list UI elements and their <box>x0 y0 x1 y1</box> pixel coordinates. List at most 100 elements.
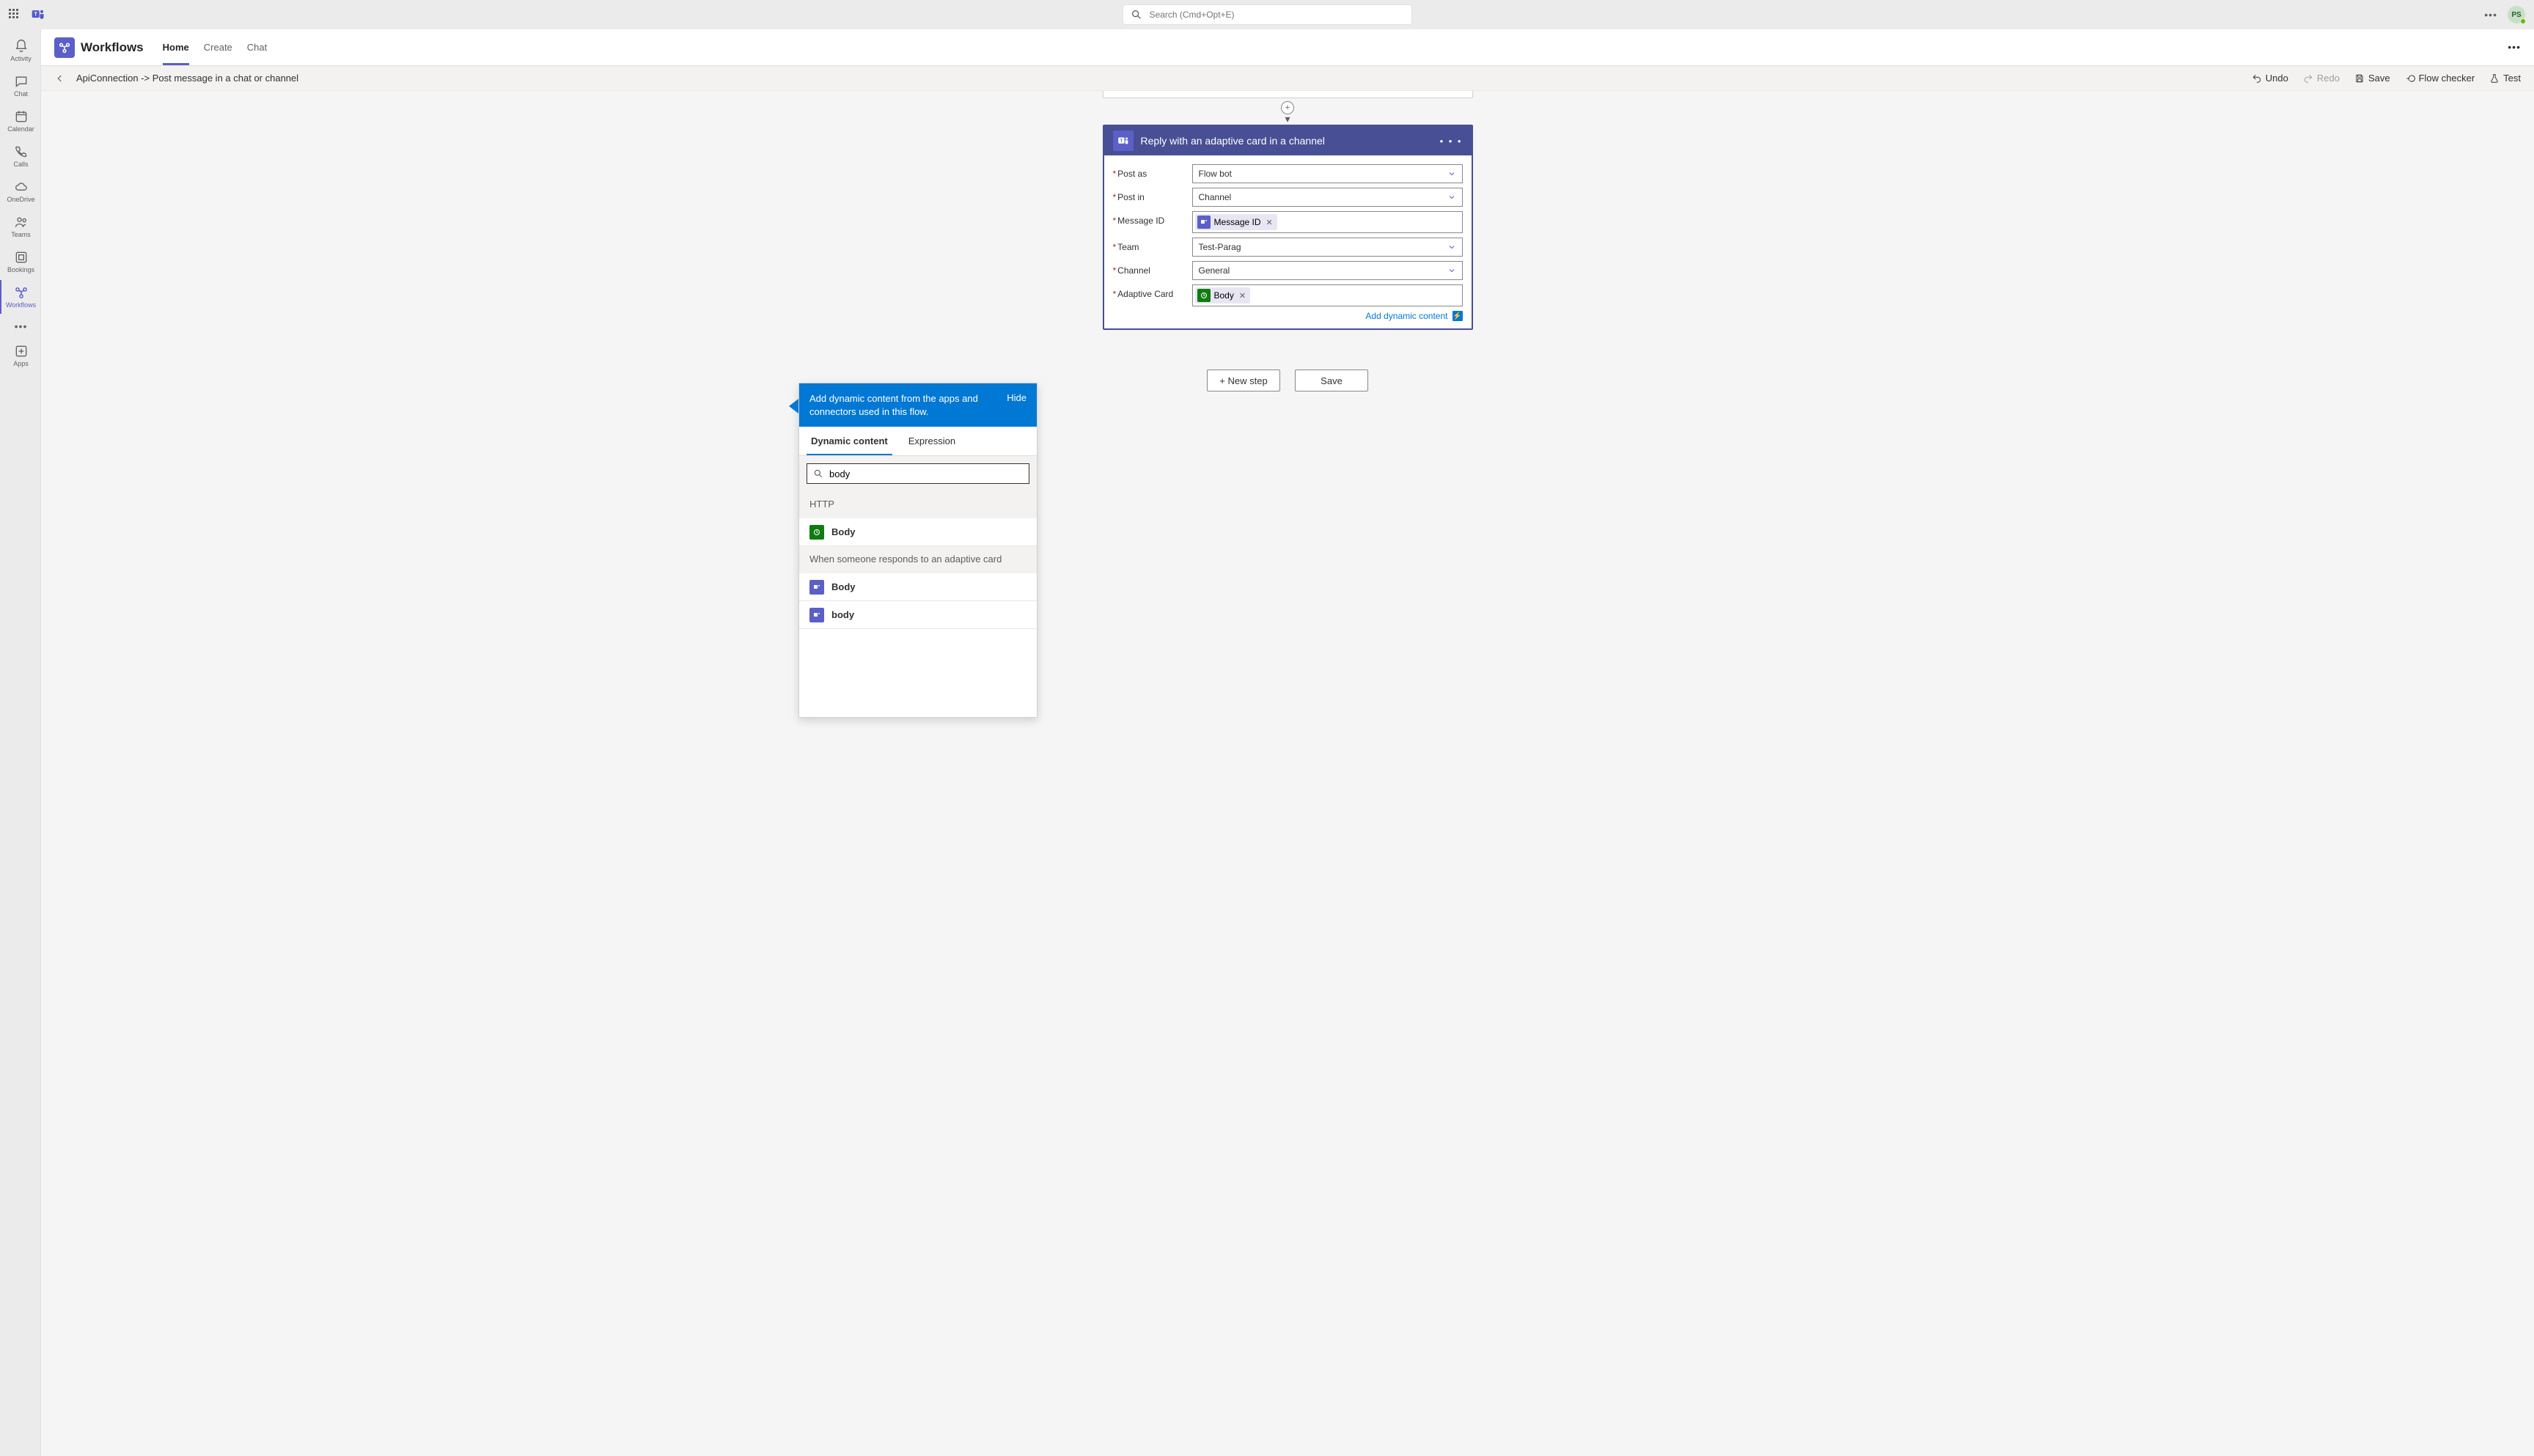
rail-calendar[interactable]: Calendar <box>0 104 41 138</box>
rail-more[interactable]: ••• <box>0 315 41 337</box>
save-button[interactable]: Save <box>2354 73 2390 84</box>
settings-ellipsis-icon[interactable]: ••• <box>2484 9 2497 21</box>
redo-icon <box>2303 73 2313 84</box>
panel-hide-button[interactable]: Hide <box>1007 392 1027 403</box>
label-adaptive-card: *Adaptive Card <box>1113 284 1192 299</box>
rail-activity[interactable]: Activity <box>0 34 41 67</box>
tab-create[interactable]: Create <box>204 29 232 65</box>
teams-icon <box>809 608 824 622</box>
rail-workflows[interactable]: Workflows <box>0 280 41 314</box>
token-remove-icon[interactable]: ✕ <box>1239 291 1246 301</box>
arrow-down-icon: ▾ <box>1285 116 1290 122</box>
label-team: *Team <box>1113 238 1192 252</box>
label-channel: *Channel <box>1113 261 1192 276</box>
add-dynamic-content-link[interactable]: Add dynamic content <box>1365 311 1447 321</box>
select-channel[interactable]: General <box>1192 261 1463 280</box>
select-post-in[interactable]: Channel <box>1192 188 1463 207</box>
top-bar: T ••• PS <box>0 0 2534 29</box>
bookings-icon <box>14 250 29 265</box>
teams-action-icon: T <box>1113 130 1134 151</box>
panel-header-text: Add dynamic content from the apps and co… <box>809 392 996 418</box>
flow-canvas[interactable]: + ▾ T Reply with an adaptive card in a c… <box>41 91 2534 1456</box>
workflows-icon <box>14 285 29 300</box>
chevron-down-icon <box>1447 169 1456 178</box>
svg-text:T: T <box>34 11 37 18</box>
app-rail: Activity Chat Calendar Calls OneDrive Te… <box>0 29 41 1456</box>
presence-available-icon <box>2520 18 2526 24</box>
http-icon <box>809 525 824 540</box>
search-box[interactable] <box>1123 4 1412 25</box>
panel-results: HTTP Body When someone responds to an ad… <box>799 491 1037 717</box>
back-button[interactable] <box>54 73 66 84</box>
rail-teams[interactable]: Teams <box>0 210 41 243</box>
new-step-button[interactable]: + New step <box>1207 369 1280 391</box>
dyn-item-http-body[interactable]: Body <box>799 518 1037 546</box>
panel-tab-expression[interactable]: Expression <box>904 427 960 455</box>
undo-icon <box>2252 73 2262 84</box>
rail-apps[interactable]: Apps <box>0 339 41 372</box>
avatar-initials: PS <box>2511 11 2521 19</box>
chevron-down-icon <box>1447 266 1456 275</box>
action-bar: ApiConnection -> Post message in a chat … <box>41 66 2534 91</box>
rail-chat[interactable]: Chat <box>0 69 41 103</box>
token-remove-icon[interactable]: ✕ <box>1266 218 1273 227</box>
teams-icon <box>14 215 29 229</box>
chat-icon <box>14 74 29 89</box>
dynamic-content-badge-icon[interactable]: ⚡ <box>1453 311 1463 321</box>
section-title: When someone responds to an adaptive car… <box>799 546 1037 573</box>
previous-step-stub[interactable] <box>1103 91 1473 98</box>
action-card: T Reply with an adaptive card in a chann… <box>1103 125 1473 330</box>
breadcrumb: ApiConnection -> Post message in a chat … <box>76 73 298 84</box>
flow-checker-button[interactable]: Flow checker <box>2405 73 2475 84</box>
dyn-item-adaptive-body-2[interactable]: body <box>799 601 1037 629</box>
panel-pointer-icon <box>789 399 798 413</box>
token-message-id[interactable]: Message ID ✕ <box>1195 214 1277 230</box>
search-icon <box>1131 9 1142 21</box>
checker-icon <box>2405 73 2415 84</box>
teams-logo-icon: T <box>31 7 45 22</box>
test-button[interactable]: Test <box>2489 73 2521 84</box>
save-flow-button[interactable]: Save <box>1295 369 1368 391</box>
search-input[interactable] <box>1150 10 1404 20</box>
input-message-id[interactable]: Message ID ✕ <box>1192 211 1463 233</box>
card-title: Reply with an adaptive card in a channel <box>1141 135 1433 147</box>
select-team[interactable]: Test-Parag <box>1192 238 1463 257</box>
section-title: HTTP <box>799 491 1037 518</box>
dyn-item-adaptive-body-1[interactable]: Body <box>799 573 1037 601</box>
step-connector: + ▾ <box>1281 101 1294 122</box>
tab-chat[interactable]: Chat <box>247 29 267 65</box>
tab-home[interactable]: Home <box>163 29 189 65</box>
calendar-icon <box>14 109 29 124</box>
content-area: Workflows Home Create Chat ••• ApiConnec… <box>41 29 2534 1456</box>
token-body[interactable]: Body ✕ <box>1195 287 1251 304</box>
panel-search[interactable] <box>807 463 1029 484</box>
user-avatar[interactable]: PS <box>2508 6 2525 23</box>
rail-calls[interactable]: Calls <box>0 139 41 173</box>
label-message-id: *Message ID <box>1113 211 1192 226</box>
save-icon <box>2354 73 2365 84</box>
flask-icon <box>2489 73 2500 84</box>
panel-search-input[interactable] <box>829 468 1023 479</box>
label-post-as: *Post as <box>1113 164 1192 179</box>
card-body: *Post as Flow bot *Post in <box>1104 155 1472 328</box>
select-post-as[interactable]: Flow bot <box>1192 164 1463 183</box>
header-more-icon[interactable]: ••• <box>2508 41 2521 53</box>
card-header[interactable]: T Reply with an adaptive card in a chann… <box>1104 126 1472 155</box>
undo-button[interactable]: Undo <box>2252 73 2288 84</box>
panel-tab-dynamic[interactable]: Dynamic content <box>807 427 892 455</box>
phone-icon <box>14 144 29 159</box>
rail-bookings[interactable]: Bookings <box>0 245 41 279</box>
cloud-icon <box>14 180 29 194</box>
svg-text:T: T <box>1120 139 1123 144</box>
teams-icon <box>809 580 824 595</box>
card-menu-icon[interactable]: • • • <box>1440 136 1463 147</box>
apps-icon <box>14 344 29 359</box>
chevron-down-icon <box>1447 243 1456 251</box>
rail-onedrive[interactable]: OneDrive <box>0 174 41 208</box>
redo-button: Redo <box>2303 73 2340 84</box>
search-icon <box>813 468 823 479</box>
input-adaptive-card[interactable]: Body ✕ <box>1192 284 1463 306</box>
workflows-title: Workflows <box>81 40 144 55</box>
app-launcher-icon[interactable] <box>9 9 21 21</box>
bell-icon <box>14 39 29 54</box>
